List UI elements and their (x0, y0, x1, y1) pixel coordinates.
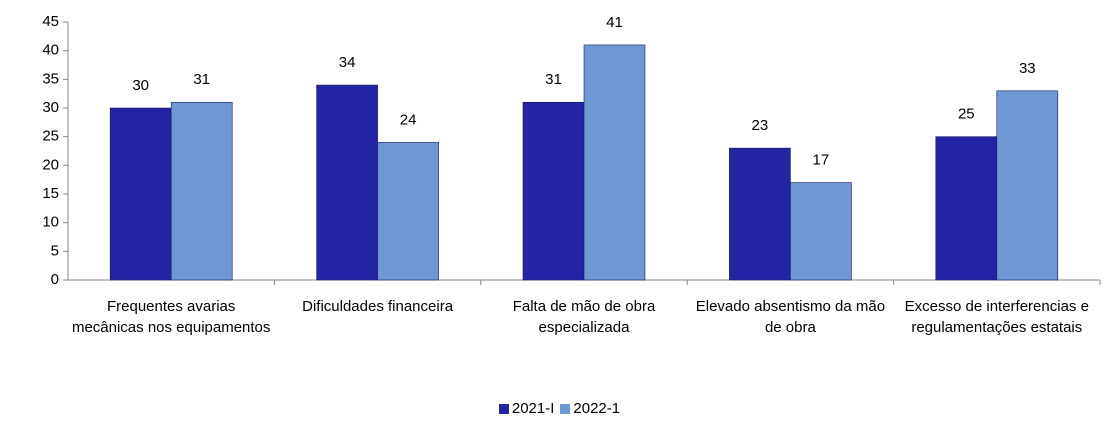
bar (109, 107, 172, 281)
bar (522, 101, 585, 281)
y-tick-label: 5 (51, 242, 59, 259)
y-tick-label: 25 (42, 128, 59, 145)
bar (316, 84, 378, 281)
y-tick-label: 15 (42, 185, 59, 202)
y-tick-label: 40 (42, 42, 59, 59)
legend-swatch (560, 404, 571, 414)
value-label: 31 (193, 71, 210, 88)
value-label: 30 (132, 77, 149, 94)
legend-label: 2022-1 (573, 400, 621, 417)
value-label: 34 (339, 54, 356, 71)
y-tick-label: 10 (42, 214, 59, 231)
y-tick-label: 30 (42, 99, 59, 116)
x-tick-label: Frequentes avarias mecânicas nos equipam… (71, 298, 271, 336)
y-tick-label: 0 (51, 271, 59, 288)
x-tick-label: Excesso de interferencias e regulamentaç… (904, 298, 1089, 336)
legend: 2021-I 2022-1 (0, 400, 1113, 417)
legend-swatch (498, 404, 509, 414)
bar (935, 136, 998, 281)
x-tick-label: Dificuldades financeira (302, 298, 454, 315)
legend-label: 2021-I (511, 400, 555, 417)
bar (170, 101, 233, 281)
bar (996, 90, 1059, 281)
y-tick-label: 20 (42, 156, 59, 173)
bar (583, 44, 646, 281)
value-label: 33 (1019, 60, 1036, 77)
value-label: 24 (400, 111, 417, 128)
y-tick-label: 45 (42, 13, 59, 30)
x-tick-label: Elevado absentismo da mão de obra (695, 298, 886, 336)
value-label: 23 (752, 117, 769, 134)
x-tick-label: Falta de mão de obra especializada (512, 298, 656, 336)
value-label: 41 (606, 14, 623, 31)
bar (377, 142, 439, 281)
bar (790, 182, 852, 281)
value-label: 17 (813, 152, 830, 169)
y-tick-label: 35 (42, 70, 59, 87)
value-label: 25 (958, 106, 975, 123)
bar (729, 147, 791, 281)
value-label: 31 (545, 71, 562, 88)
